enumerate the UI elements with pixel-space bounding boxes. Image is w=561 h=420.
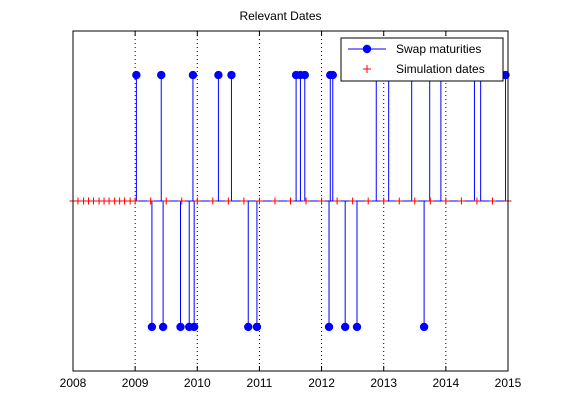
grid-layer: [134, 31, 447, 371]
simulation-date-point: [224, 197, 232, 205]
simulation-date-point: [193, 197, 201, 205]
x-tick-label: 2012: [308, 376, 335, 390]
simulation-date-point: [442, 197, 450, 205]
simulation-date-point: [209, 197, 217, 205]
simulation-date-point: [380, 197, 388, 205]
swap-maturity-point: [189, 322, 199, 332]
swap-maturity-point: [244, 322, 253, 332]
swap-maturity-point: [214, 70, 223, 80]
x-tick-label: 2011: [247, 376, 273, 390]
legend: Swap maturities Simulation dates: [340, 37, 504, 82]
stem-layer: [132, 70, 510, 332]
simulation-date-point: [488, 197, 496, 205]
chart-title: Relevant Dates: [239, 9, 322, 23]
x-tick-label: 2009: [122, 376, 149, 390]
swap-maturity-point: [157, 70, 166, 80]
simulation-date-point: [349, 197, 357, 205]
simulation-date-point: [364, 197, 372, 205]
x-tick-label: 2013: [370, 376, 397, 390]
simulation-date-point: [457, 197, 465, 205]
swap-maturity-point: [252, 322, 262, 332]
simulation-date-point: [131, 197, 139, 205]
axes-frame: [72, 30, 509, 372]
swap-maturity-point: [147, 322, 157, 332]
legend-swap-marker: [362, 44, 372, 54]
sim-layer: [69, 197, 512, 205]
simulation-date-point: [302, 197, 310, 205]
simulation-date-point: [473, 197, 481, 205]
swap-maturity-point: [419, 322, 429, 332]
simulation-date-point: [162, 197, 170, 205]
simulation-date-point: [395, 197, 403, 205]
swap-maturity-point: [158, 322, 168, 332]
swap-maturity-point: [188, 70, 198, 80]
x-tick-label: 2010: [184, 376, 211, 390]
legend-swap-label: Swap maturities: [396, 42, 481, 56]
x-tick-label: 2008: [60, 376, 87, 390]
swap-maturity-point: [328, 70, 337, 80]
x-tick-label: 2014: [433, 376, 460, 390]
swap-maturity-point: [300, 70, 309, 80]
swap-maturity-point: [340, 322, 350, 332]
simulation-date-point: [287, 197, 294, 205]
tick-layer: 2008 2009 2010 2011 2012 2013 2014 2015: [60, 31, 522, 390]
legend-sim-label: Simulation dates: [396, 62, 485, 76]
simulation-date-point: [333, 197, 341, 205]
simulation-date-point: [318, 197, 326, 205]
swap-maturity-point: [132, 70, 141, 80]
simulation-date-point: [240, 197, 248, 205]
simulation-date-point: [147, 197, 155, 205]
simulation-date-point: [255, 197, 263, 205]
swap-maturity-point: [352, 322, 362, 332]
simulation-date-point: [411, 197, 419, 205]
swap-maturity-point: [324, 322, 334, 332]
simulation-date-point: [178, 197, 186, 205]
simulation-date-point: [426, 197, 434, 205]
simulation-date-point: [271, 197, 279, 205]
swap-maturity-point: [227, 70, 236, 80]
swap-maturity-point: [176, 322, 185, 332]
x-tick-label: 2015: [495, 376, 522, 390]
